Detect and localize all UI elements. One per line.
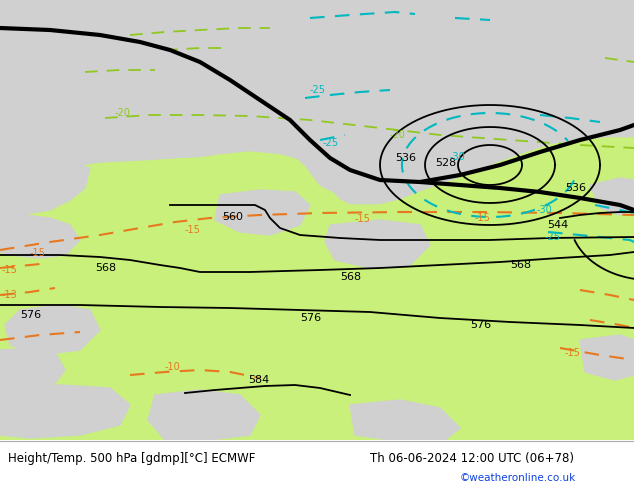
Text: -30: -30 — [450, 152, 466, 162]
Text: -20: -20 — [115, 108, 131, 118]
Text: 536: 536 — [395, 153, 416, 163]
Polygon shape — [325, 220, 430, 268]
Text: -20: -20 — [390, 130, 406, 140]
Text: 568: 568 — [510, 260, 531, 270]
Text: -25: -25 — [310, 85, 326, 95]
Text: 528: 528 — [435, 158, 456, 168]
Text: -15: -15 — [2, 265, 18, 275]
Polygon shape — [0, 162, 90, 215]
Text: 576: 576 — [470, 320, 491, 330]
Text: 576: 576 — [20, 310, 41, 320]
Text: 568: 568 — [95, 263, 116, 273]
Polygon shape — [0, 212, 80, 258]
Polygon shape — [350, 55, 400, 75]
Text: -13: -13 — [2, 290, 18, 300]
Polygon shape — [350, 400, 460, 440]
Text: -15: -15 — [355, 214, 371, 224]
Text: 576: 576 — [300, 313, 321, 323]
Text: 536: 536 — [565, 183, 586, 193]
Polygon shape — [215, 190, 310, 235]
Text: 544: 544 — [547, 220, 568, 230]
Polygon shape — [300, 75, 335, 95]
Text: -15: -15 — [185, 225, 201, 235]
Text: -15: -15 — [475, 213, 491, 223]
Polygon shape — [0, 0, 634, 200]
Text: 584: 584 — [248, 375, 269, 385]
Text: -10: -10 — [165, 362, 181, 372]
Text: -15: -15 — [565, 348, 581, 358]
Text: ©weatheronline.co.uk: ©weatheronline.co.uk — [460, 473, 576, 483]
Polygon shape — [0, 348, 65, 395]
Text: -25: -25 — [545, 232, 561, 242]
Polygon shape — [0, 128, 80, 158]
Text: Th 06-06-2024 12:00 UTC (06+78): Th 06-06-2024 12:00 UTC (06+78) — [370, 451, 574, 465]
Text: -15: -15 — [30, 248, 46, 258]
Polygon shape — [0, 385, 130, 438]
Text: -30: -30 — [537, 205, 553, 215]
Polygon shape — [560, 18, 634, 55]
Text: 568: 568 — [340, 272, 361, 282]
Text: -25: -25 — [323, 138, 339, 148]
Polygon shape — [0, 138, 634, 440]
Text: 560: 560 — [222, 212, 243, 222]
Polygon shape — [148, 390, 260, 440]
Polygon shape — [5, 305, 100, 355]
Polygon shape — [590, 178, 634, 215]
Polygon shape — [580, 335, 634, 380]
Text: Height/Temp. 500 hPa [gdmp][°C] ECMWF: Height/Temp. 500 hPa [gdmp][°C] ECMWF — [8, 451, 256, 465]
